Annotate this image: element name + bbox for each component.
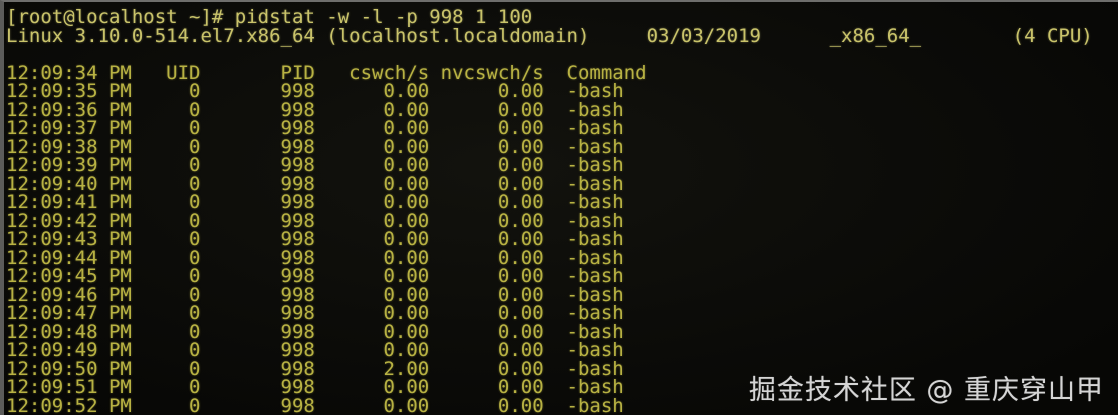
pidstat-row: 12:09:40 PM 0 998 0.00 0.00 -bash bbox=[6, 172, 624, 195]
pidstat-row: 12:09:41 PM 0 998 0.00 0.00 -bash bbox=[6, 191, 624, 213]
pidstat-row: 12:09:35 PM 0 998 0.00 0.00 -bash bbox=[6, 80, 624, 102]
pidstat-table-header: 12:09:34 PM UID PID cswch/s nvcswch/s Co… bbox=[6, 61, 647, 84]
pidstat-row: 12:09:42 PM 0 998 0.00 0.00 -bash bbox=[6, 209, 624, 232]
system-info-line: Linux 3.10.0-514.el7.x86_64 (localhost.l… bbox=[6, 24, 1093, 47]
pidstat-row: 12:09:47 PM 0 998 0.00 0.00 -bash bbox=[6, 302, 624, 324]
pidstat-row: 12:09:46 PM 0 998 0.00 0.00 -bash bbox=[6, 283, 624, 306]
pidstat-row: 12:09:48 PM 0 998 0.00 0.00 -bash bbox=[6, 320, 624, 343]
shell-prompt-line: [root@localhost ~]# pidstat -w -l -p 998… bbox=[6, 8, 1118, 27]
pidstat-row: 12:09:39 PM 0 998 0.00 0.00 -bash bbox=[6, 154, 624, 176]
watermark-text: 掘金技术社区 @ 重庆穿山甲 bbox=[748, 375, 1104, 406]
shell-prompt: [root@localhost ~]# bbox=[6, 6, 224, 28]
pidstat-row: 12:09:50 PM 0 998 2.00 0.00 -bash bbox=[6, 357, 624, 380]
pidstat-row: 12:09:49 PM 0 998 0.00 0.00 -bash bbox=[6, 339, 624, 361]
terminal-screen: [root@localhost ~]# pidstat -w -l -p 998… bbox=[4, 2, 1118, 415]
pidstat-row: 12:09:45 PM 0 998 0.00 0.00 -bash bbox=[6, 265, 624, 287]
shell-command-text: pidstat -w -l -p 998 1 100 bbox=[234, 6, 533, 28]
pidstat-row: 12:09:44 PM 0 998 0.00 0.00 -bash bbox=[6, 246, 624, 269]
pidstat-table-rows: 12:09:35 PM 0 998 0.00 0.00 -bash 12:09:3… bbox=[6, 82, 1118, 415]
pidstat-row: 12:09:37 PM 0 998 0.00 0.00 -bash bbox=[6, 117, 624, 139]
pidstat-row: 12:09:51 PM 0 998 0.00 0.00 -bash bbox=[6, 376, 624, 398]
blank-line bbox=[6, 45, 1118, 64]
pidstat-row: 12:09:43 PM 0 998 0.00 0.00 -bash bbox=[6, 228, 624, 250]
pidstat-row: 12:09:36 PM 0 998 0.00 0.00 -bash bbox=[6, 98, 624, 121]
pidstat-row: 12:09:38 PM 0 998 0.00 0.00 -bash bbox=[6, 135, 624, 158]
pidstat-row: 12:09:52 PM 0 998 0.00 0.00 -bash bbox=[6, 394, 624, 415]
